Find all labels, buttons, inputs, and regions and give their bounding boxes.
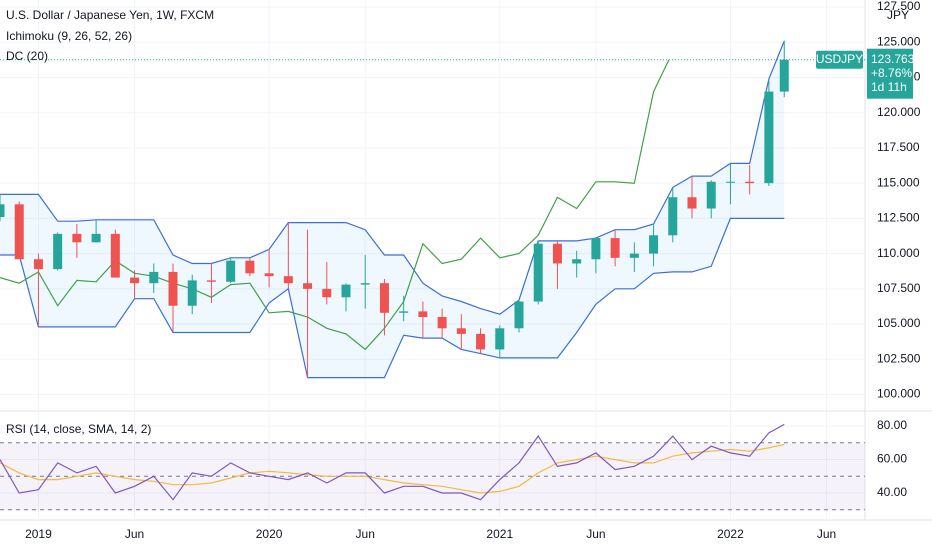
indicator-label: Ichimoku (9, 26, 52, 26) bbox=[6, 29, 132, 43]
candle-body bbox=[206, 280, 216, 282]
rsi-line bbox=[0, 443, 785, 494]
y-tick-label: 120.000 bbox=[877, 105, 921, 119]
candle-body bbox=[552, 243, 562, 264]
candle-body bbox=[572, 259, 582, 264]
y-tick-label: 80.00 bbox=[877, 418, 907, 432]
rsi-title: RSI (14, close, SMA, 14, 2) bbox=[6, 422, 151, 436]
candle-body bbox=[745, 181, 755, 184]
candle-body bbox=[264, 273, 274, 277]
candle-body bbox=[0, 204, 5, 217]
candle-body bbox=[437, 317, 447, 329]
candle-body bbox=[303, 283, 313, 289]
candle-body bbox=[610, 238, 620, 258]
candle-body bbox=[591, 238, 601, 260]
y-tick-label: 112.500 bbox=[877, 211, 920, 225]
candle-body bbox=[495, 328, 505, 350]
candle-body bbox=[649, 235, 659, 254]
candle-body bbox=[418, 311, 428, 318]
x-tick-label: Jun bbox=[586, 527, 605, 541]
y-tick-label: 107.500 bbox=[877, 281, 921, 295]
candle-body bbox=[168, 271, 178, 306]
change-label: +8.76% bbox=[871, 66, 912, 80]
candle-body bbox=[187, 280, 197, 306]
y-tick-label: 60.00 bbox=[877, 452, 907, 466]
candle-body bbox=[130, 277, 140, 284]
currency-label: JPY bbox=[887, 8, 909, 22]
x-tick-label: Jun bbox=[125, 527, 144, 541]
y-tick-label: 127.500 bbox=[877, 0, 921, 13]
x-tick-label: 2020 bbox=[256, 527, 283, 541]
rsi-line bbox=[0, 423, 785, 501]
candle-body bbox=[149, 271, 159, 284]
candle-body bbox=[476, 333, 486, 350]
y-tick-label: 100.000 bbox=[877, 387, 921, 401]
y-tick-label: 115.000 bbox=[877, 175, 920, 189]
candle-body bbox=[53, 233, 63, 270]
price-box bbox=[867, 48, 913, 99]
candle-body bbox=[514, 301, 524, 329]
candle-body bbox=[33, 259, 43, 270]
candle-body bbox=[91, 233, 101, 243]
candle-body bbox=[379, 283, 389, 313]
y-tick-label: 110.000 bbox=[877, 246, 920, 260]
candle-body bbox=[283, 276, 293, 284]
indicator-line bbox=[0, 40, 785, 315]
y-tick-label: 40.00 bbox=[877, 485, 907, 499]
candle-body bbox=[14, 204, 24, 260]
candle-body bbox=[629, 253, 639, 258]
chart-title: U.S. Dollar / Japanese Yen, 1W, FXCM bbox=[6, 8, 214, 22]
candle-body bbox=[110, 233, 120, 278]
candle-body bbox=[322, 288, 332, 298]
x-tick-label: 2021 bbox=[486, 527, 513, 541]
marks bbox=[0, 0, 865, 520]
candle-body bbox=[687, 197, 697, 209]
candle-body bbox=[341, 284, 351, 298]
candle-body bbox=[226, 260, 236, 282]
indicator-label: DC (20) bbox=[6, 49, 48, 63]
candle-body bbox=[245, 260, 255, 274]
y-tick-label: 125.000 bbox=[877, 34, 921, 48]
candle-body bbox=[764, 91, 774, 184]
candle-body bbox=[706, 181, 716, 209]
candle-body bbox=[725, 181, 735, 183]
indicator-line bbox=[0, 217, 785, 379]
countdown-label: 1d 11h bbox=[871, 80, 907, 94]
last-price-label: 123.763 bbox=[871, 52, 915, 66]
x-tick-label: 2019 bbox=[25, 527, 52, 541]
y-tick-label: 102.500 bbox=[877, 351, 921, 365]
candle-body bbox=[456, 328, 466, 334]
y-tick-label: 117.500 bbox=[877, 140, 920, 154]
x-tick-label: Jun bbox=[356, 527, 375, 541]
candle-body bbox=[668, 197, 678, 236]
candle-body bbox=[533, 243, 543, 302]
symbol-label: USDJPY bbox=[816, 52, 863, 66]
x-tick-label: Jun bbox=[817, 527, 836, 541]
x-tick-label: 2022 bbox=[717, 527, 744, 541]
candle-body bbox=[360, 283, 370, 285]
candle-body bbox=[399, 311, 409, 313]
y-tick-label: 105.000 bbox=[877, 316, 921, 330]
symbol-tag bbox=[816, 50, 863, 69]
candle-body bbox=[779, 59, 789, 92]
candle-body bbox=[72, 233, 82, 243]
